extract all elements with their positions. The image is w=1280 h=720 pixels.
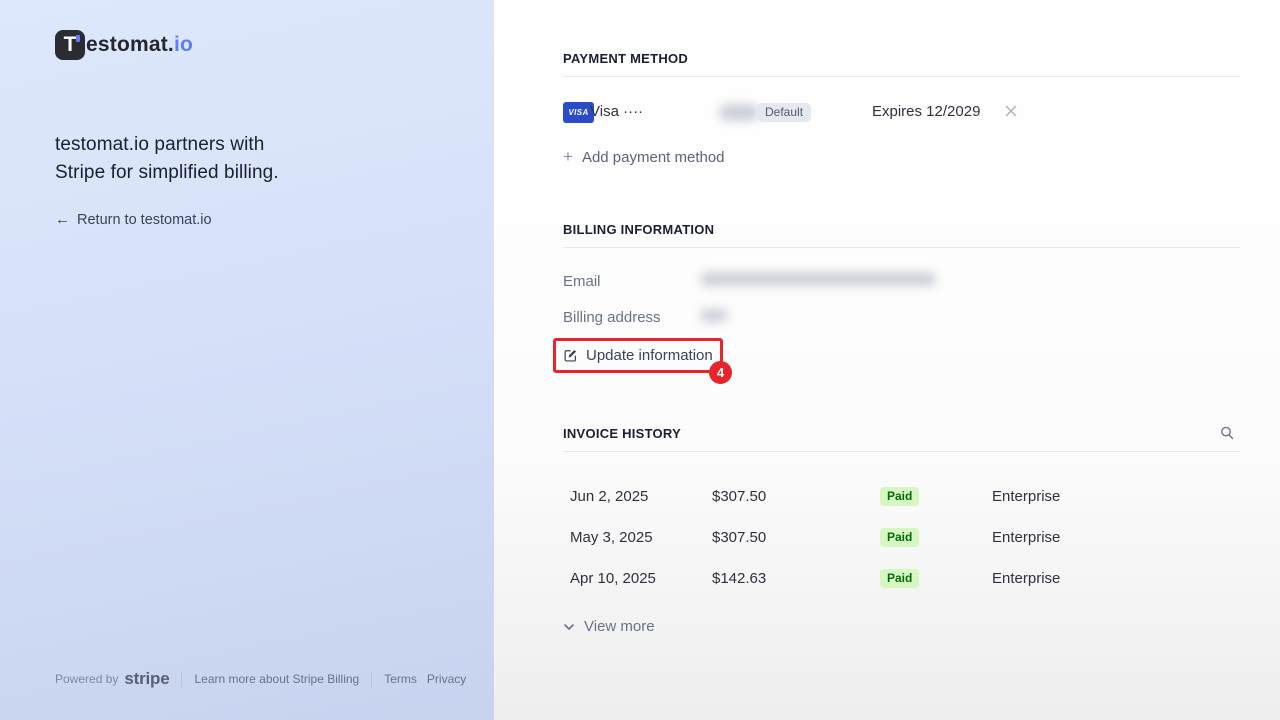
learn-more-link[interactable]: Learn more about Stripe Billing [194,672,360,686]
invoice-row[interactable]: May 3, 2025 $307.50 Paid Enterprise [563,528,1240,551]
invoice-amount: $307.50 [712,529,767,546]
paid-status-badge: Paid [880,487,920,506]
invoice-plan: Enterprise [992,570,1061,587]
sidebar-footer: Powered by stripe Learn more about Strip… [55,669,466,689]
invoice-date: Apr 10, 2025 [570,570,656,587]
return-link[interactable]: ← Return to testomat.io [55,211,212,228]
payment-method-title: PAYMENT METHOD [563,51,688,66]
close-icon [1005,105,1017,117]
footer-divider [181,671,183,687]
footer-divider [371,671,373,687]
visa-icon: VISA [563,102,594,123]
sidebar: T estomat.io testomat.io partners with S… [0,0,494,720]
payment-card-row: VISA Visa ···· Default Expires 12/2029 [563,100,1240,126]
stripe-logo: stripe [124,669,170,688]
edit-pencil-icon [564,349,577,362]
view-more-label: View more [584,618,655,635]
add-payment-method-button[interactable]: + Add payment method [563,147,725,167]
partner-headline: testomat.io partners with Stripe for sim… [55,134,279,183]
invoice-history-title: INVOICE HISTORY [563,426,682,441]
billing-address-redacted [700,309,728,322]
chevron-down-icon [564,623,574,630]
return-link-label: Return to testomat.io [77,211,212,228]
logo-accent-mark [76,35,80,42]
testomat-logo: T estomat.io [55,30,193,60]
invoice-plan: Enterprise [992,488,1061,505]
logo-letter: T [63,33,77,56]
privacy-link[interactable]: Privacy [426,672,467,686]
paid-status-badge: Paid [880,528,920,547]
invoice-row[interactable]: Apr 10, 2025 $142.63 Paid Enterprise [563,569,1240,592]
billing-information-title: BILLING INFORMATION [563,222,715,237]
invoice-plan: Enterprise [992,529,1061,546]
testomat-logo-icon: T [55,30,85,60]
email-value-redacted [700,272,936,286]
invoice-row[interactable]: Jun 2, 2025 $307.50 Paid Enterprise [563,487,1240,510]
section-divider [563,76,1240,77]
remove-card-button[interactable] [1003,103,1019,119]
default-badge: Default [757,103,812,122]
paid-status-badge: Paid [880,569,920,588]
section-divider [563,451,1240,452]
invoice-date: May 3, 2025 [570,529,653,546]
logo-wordmark: estomat.io [86,33,194,56]
invoice-amount: $142.63 [712,570,767,587]
invoice-date: Jun 2, 2025 [570,488,649,505]
terms-link[interactable]: Terms [384,672,417,686]
billing-address-label: Billing address [563,309,661,326]
add-payment-label: Add payment method [581,148,725,166]
card-last4-redacted [719,104,759,121]
powered-by-label: Powered by [55,672,119,686]
plus-icon: + [563,147,573,166]
update-information-label: Update information [586,347,713,364]
main-content: PAYMENT METHOD VISA Visa ···· Default Ex… [494,0,1280,720]
back-arrow-icon: ← [55,211,70,228]
card-expiry: Expires 12/2029 [872,103,981,120]
invoice-amount: $307.50 [712,488,767,505]
annotation-step-badge: 4 [709,361,732,384]
email-label: Email [563,273,601,290]
view-more-button[interactable]: View more [563,618,655,635]
section-divider [563,247,1240,248]
search-icon [1221,426,1234,440]
search-invoices-button[interactable] [1219,425,1235,441]
update-information-button[interactable]: Update information [563,347,713,364]
card-brand-label: Visa ···· [590,103,644,120]
